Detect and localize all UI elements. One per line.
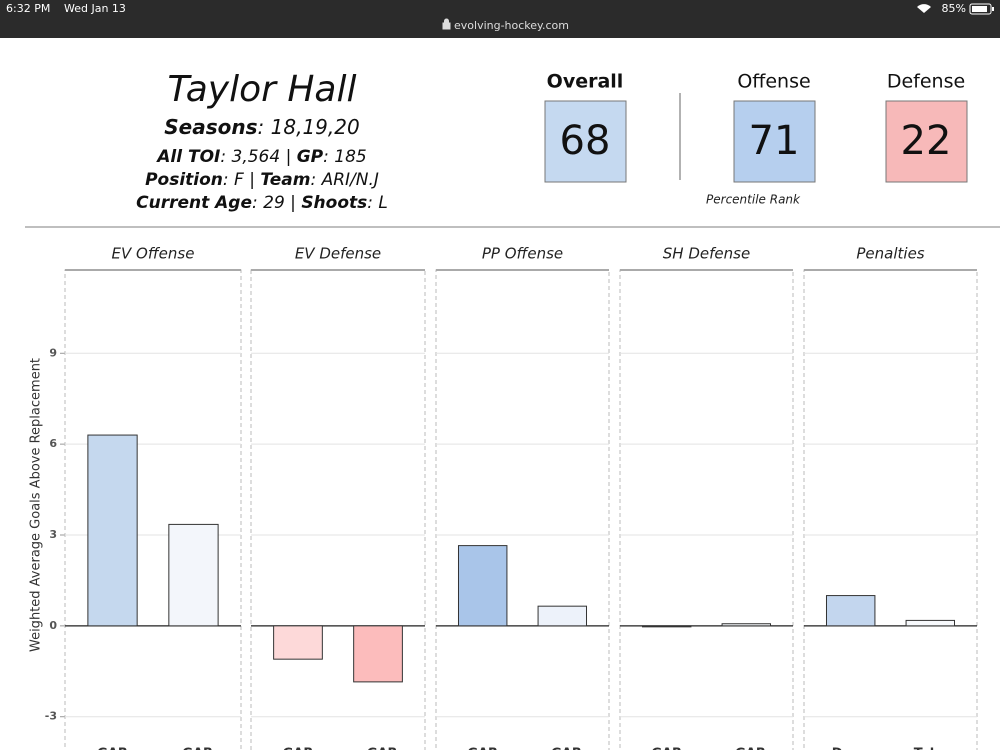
battery-tip [992,7,994,11]
info-value: : 29 | [252,193,301,213]
info-label: Current Age [136,193,252,213]
rank-value: 22 [901,118,952,164]
x-tick-label: GAR [651,747,682,750]
info-value: : L [367,193,388,213]
bar [825,595,876,627]
facet-title: PP Offense [482,245,563,263]
battery-level [972,6,987,12]
ranks: Overall 68 Offense 71 Defense 22 [544,71,968,183]
bar [457,545,508,627]
x-tick-label: GAR [97,747,128,750]
x-tick-label: xGAR [174,747,213,750]
panel-border [619,269,794,750]
rank-label: Offense [737,71,810,93]
x-tick-label: xGAR [727,747,766,750]
bar [273,625,323,660]
info-value: : 3,564 | [220,147,296,167]
info-label: Shoots [301,193,367,213]
url[interactable]: evolving-hockey.com [454,19,569,32]
rank-label: Overall [547,71,624,93]
info-value: : 18,19,20 [258,115,360,139]
facet-title: Penalties [856,245,924,263]
wifi-icon [917,4,931,13]
facet-title: EV Offense [112,245,195,263]
status-bar [0,0,1000,38]
y-tick-label: 9 [49,346,57,359]
facet-title: SH Defense [663,245,750,263]
bar [353,625,403,683]
info-label: GP [297,147,324,167]
info-label: All TOI [155,147,220,167]
info-line: Seasons: 18,19,20 [164,115,359,139]
facet-title: EV Defense [295,245,381,263]
info-value: : ARI/N.J [310,170,378,190]
x-tick-label: GAR [283,747,314,750]
x-tick-label: xGAR [358,747,397,750]
info-label: Seasons [164,115,257,139]
rank-value: 68 [560,118,611,164]
chart: -3 0 3 6 9 EV Offense GAR xGAR EV Defense GAR xGAR… [45,245,978,750]
bar [537,605,588,627]
y-tick-label: 3 [49,528,57,541]
y-tick-label: -3 [45,710,57,723]
x-tick-label: Take [914,747,947,750]
bar [641,625,692,628]
bar [905,619,956,627]
battery-icon [969,3,992,15]
rank-box [733,100,816,183]
y-tick-label: 0 [49,619,57,632]
bar [721,623,772,627]
rank-label: Defense [887,71,965,93]
battery-text: 85% [942,2,966,15]
info-label: Team [260,170,310,190]
player-name: Taylor Hall [168,69,357,110]
rank-box [544,100,627,183]
x-tick-label: GAR [467,747,498,750]
bar [168,523,219,627]
rank-box [885,100,968,183]
rank-caption: Percentile Rank [706,193,801,207]
status-time: 6:32 PM [6,2,50,15]
lock-icon [442,18,451,30]
bar [87,434,138,627]
info-value: : F | [223,170,260,190]
info-line: Position: F | Team: ARI/N.J [145,170,379,190]
info-value: : 185 [323,147,367,167]
status-date: Wed Jan 13 [64,2,126,15]
rank-value: 71 [749,118,800,164]
info-line: All TOI: 3,564 | GP: 185 [155,147,366,167]
y-tick-label: 6 [49,437,57,450]
info-line: Current Age: 29 | Shoots: L [136,193,388,213]
panel-border [435,269,610,750]
x-tick-label: xGAR [543,747,582,750]
info-label: Position [145,170,223,190]
panel-border [803,269,978,750]
x-tick-label: Draw [832,747,870,750]
y-axis-title: Weighted Average Goals Above Replacement [29,358,44,652]
